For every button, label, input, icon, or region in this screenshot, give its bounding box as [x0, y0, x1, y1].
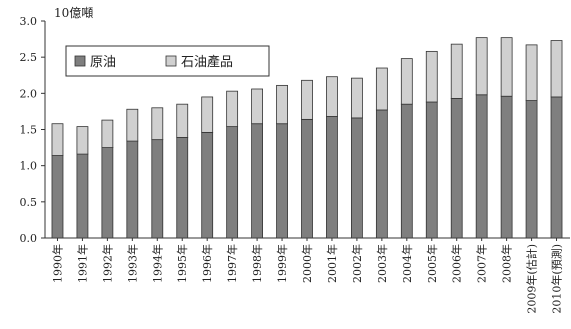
x-tick-label: 2007年 [475, 244, 489, 283]
bar-crude-oil [326, 116, 338, 239]
bar-crude-oil [550, 96, 563, 239]
bar-oil-products [301, 79, 313, 120]
bar-crude-oil [126, 140, 139, 239]
bar-oil-products [151, 107, 164, 141]
bar-crude-oil [76, 153, 89, 239]
y-tick-label: 0.5 [20, 196, 38, 209]
x-tick-label: 2000年 [300, 244, 314, 283]
bar-oil-products [450, 43, 463, 99]
bar-crude-oil [176, 137, 189, 239]
bar-crude-oil [450, 98, 463, 239]
x-tick-label: 1994年 [150, 244, 164, 283]
bar-oil-products [326, 76, 338, 117]
x-tick-label: 2002年 [350, 244, 364, 283]
bar-oil-products [251, 88, 264, 125]
bar-crude-oil [350, 117, 363, 239]
x-tick-label: 2009年(估計) [525, 244, 539, 314]
bar-oil-products [525, 44, 538, 101]
bar-oil-products [350, 77, 363, 119]
bar-crude-oil [151, 139, 164, 239]
bar-oil-products [226, 90, 239, 128]
bar-crude-oil [276, 123, 288, 239]
x-tick-label: 1998年 [250, 244, 264, 283]
x-tick-label: 1995年 [175, 244, 189, 283]
bar-crude-oil [101, 147, 114, 239]
x-tick-labels: 1990年 1991年 1992年 1993年 1994年 1995年 1996年 1997年… [50, 244, 563, 314]
bar-crude-oil [425, 101, 438, 239]
bars [51, 37, 563, 239]
x-tick-label: 2010年(預測) [550, 244, 564, 314]
y-tick-label: 3.0 [20, 15, 38, 28]
bar-oil-products [126, 108, 139, 142]
bar-crude-oil [525, 100, 538, 239]
bar-crude-oil [251, 123, 264, 239]
y-tick-label: 2.0 [20, 87, 38, 100]
bar-oil-products [475, 37, 488, 96]
bar-crude-oil [51, 155, 64, 239]
x-tick-label: 2003年 [375, 244, 389, 283]
x-tick-label: 1991年 [75, 244, 89, 283]
legend-label-crude-oil: 原油 [90, 55, 116, 70]
y-axis-unit-label: 10億噸 [54, 6, 93, 20]
bar-oil-products [550, 40, 563, 98]
x-tick-label: 2008年 [500, 244, 514, 283]
x-tick-label: 2004年 [400, 244, 414, 283]
y-tick-label: 2.5 [20, 51, 38, 64]
y-tick-label: 1.0 [20, 160, 38, 173]
bar-crude-oil [475, 94, 488, 239]
bar-oil-products [51, 123, 64, 156]
bar-crude-oil [201, 131, 214, 239]
x-tick-label: 1992年 [100, 244, 114, 283]
y-tick-labels: 0.0 0.5 1.0 1.5 2.0 2.5 3.0 [20, 15, 38, 245]
bar-crude-oil [301, 118, 313, 239]
x-tick-label: 1997年 [225, 244, 239, 283]
x-tick-label: 1993年 [125, 244, 139, 283]
bar-oil-products [375, 67, 388, 111]
x-tick-label: 1990年 [50, 244, 64, 283]
bar-oil-products [276, 84, 288, 125]
legend-swatch-oil-products [165, 55, 177, 67]
x-tick-label: 2005年 [425, 244, 439, 283]
x-tick-label: 2001年 [325, 244, 339, 283]
legend: 原油 石油產品 [65, 45, 270, 77]
bar-oil-products [400, 58, 413, 105]
x-tick-label: 2006年 [450, 244, 464, 283]
y-tick-label: 1.5 [20, 124, 38, 137]
x-tick-label: 1999年 [275, 244, 289, 283]
legend-label-oil-products: 石油產品 [181, 54, 233, 70]
bar-oil-products [500, 37, 513, 97]
legend-swatch-crude-oil [74, 55, 86, 67]
bar-oil-products [176, 103, 189, 138]
bar-oil-products [201, 96, 214, 133]
bar-crude-oil [226, 126, 239, 239]
bar-crude-oil [375, 109, 388, 239]
bar-crude-oil [500, 95, 513, 239]
y-tick-label: 0.0 [20, 232, 38, 245]
bar-oil-products [425, 50, 438, 103]
bar-oil-products [76, 126, 89, 155]
x-tick-label: 1996年 [200, 244, 214, 283]
bar-crude-oil [400, 103, 413, 239]
bar-oil-products [101, 119, 114, 148]
